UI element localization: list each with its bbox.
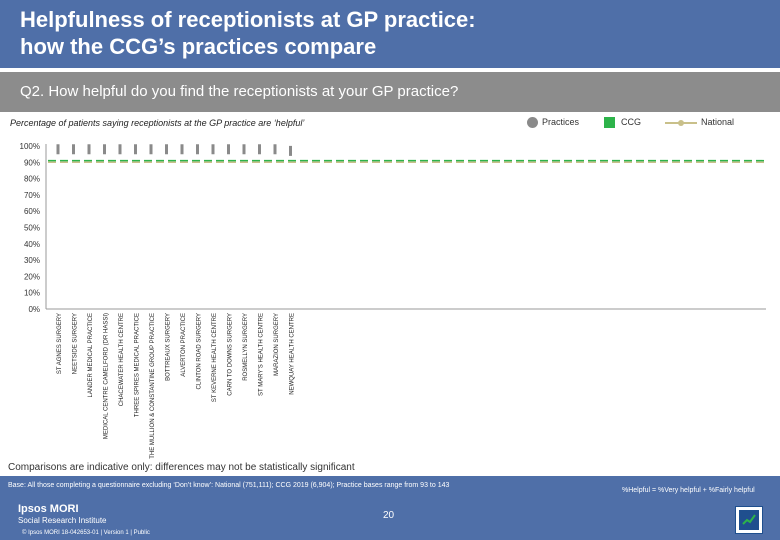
practice-point bbox=[56, 144, 60, 155]
logo-line-1: Ipsos MORI bbox=[18, 503, 79, 515]
practice-point bbox=[118, 144, 122, 155]
category-label: CLINTON ROAD SURGERY bbox=[197, 313, 203, 389]
practice-point bbox=[289, 145, 292, 156]
y-tick-label: 70% bbox=[24, 191, 40, 200]
practice-point bbox=[87, 144, 91, 155]
category-label: ALVERTON PRACTICE bbox=[181, 313, 187, 377]
chart: 0% 10% 20% 30% 40% 50% 60% 70% 80% 90% 100% ST AGNE… bbox=[20, 142, 766, 459]
comparison-note: Comparisons are indicative only: differe… bbox=[8, 462, 355, 473]
category-label: BOTTREAUX SURGERY bbox=[166, 313, 172, 381]
practice-point bbox=[103, 144, 106, 155]
category-label: NEETSIDE SURGERY bbox=[73, 313, 79, 374]
category-label: MEDICAL CENTRE CAMELFORD (DR HASSI) bbox=[104, 313, 110, 439]
legend-national: National bbox=[665, 117, 734, 127]
category-label: ROSMELLYN SURGERY bbox=[243, 313, 249, 381]
category-label: ST KEVERNE HEALTH CENTRE bbox=[212, 313, 218, 402]
legend-practices-label: Practices bbox=[542, 117, 580, 127]
title-line-1: Helpfulness of receptionists at GP pract… bbox=[20, 7, 476, 32]
y-tick-label: 60% bbox=[24, 207, 40, 216]
question-band bbox=[0, 72, 780, 112]
category-label: ST AGNES SURGERY bbox=[57, 313, 63, 374]
category-label: CHACEWATER HEALTH CENTRE bbox=[119, 313, 125, 406]
y-tick-label: 50% bbox=[24, 224, 40, 233]
category-label: NEWQUAY HEALTH CENTRE bbox=[290, 313, 296, 395]
y-tick-label: 80% bbox=[24, 175, 40, 184]
ccg-square-icon bbox=[604, 117, 615, 129]
practice-point bbox=[149, 144, 153, 155]
practice-point bbox=[227, 144, 230, 155]
practice-point bbox=[273, 144, 277, 155]
legend-ccg-label: CCG bbox=[621, 117, 641, 127]
category-label: LANDER MEDICAL PRACTICE bbox=[88, 313, 94, 397]
practice-point bbox=[242, 144, 246, 155]
practice-point bbox=[165, 144, 168, 155]
y-tick-label: 10% bbox=[24, 289, 40, 298]
ipsos-badge-icon bbox=[735, 506, 763, 534]
category-label: ST MARY’S HEALTH CENTRE bbox=[259, 313, 265, 396]
base-text: Base: All those completing a questionnai… bbox=[8, 482, 450, 489]
practice-point bbox=[196, 144, 199, 155]
y-tick-label: 100% bbox=[20, 142, 40, 151]
copyright: © Ipsos MORI 18-042653-01 | Version 1 | … bbox=[22, 530, 150, 536]
practice-point bbox=[72, 144, 75, 155]
page-title: Helpfulness of receptionists at GP pract… bbox=[20, 6, 760, 60]
y-tick-label: 90% bbox=[24, 158, 40, 167]
footer-band bbox=[0, 476, 780, 540]
chart-title: Percentage of patients saying receptioni… bbox=[10, 118, 305, 128]
category-label: MARAZION SURGERY bbox=[274, 313, 280, 376]
legend-ccg: CCG bbox=[604, 117, 641, 129]
national-line-icon bbox=[665, 119, 697, 126]
practice-point bbox=[134, 144, 137, 155]
category-label: THREE SPIRES MEDICAL PRACTICE bbox=[135, 313, 141, 417]
category-label: CARN TO DOWNS SURGERY bbox=[228, 313, 234, 396]
y-tick-label: 40% bbox=[24, 240, 40, 249]
practice-point bbox=[180, 144, 184, 155]
y-tick-label: 20% bbox=[24, 272, 40, 281]
question-text: Q2. How helpful do you find the receptio… bbox=[20, 83, 459, 100]
practice-point bbox=[258, 144, 261, 155]
page-number: 20 bbox=[383, 510, 395, 521]
definition-text: %Helpful = %Very helpful + %Fairly helpf… bbox=[622, 487, 755, 494]
category-label: THE MULLION & CONSTANTINE GROUP PRACTICE bbox=[150, 313, 156, 459]
logo-line-2: Social Research Institute bbox=[18, 516, 107, 525]
ipsos-logo: Ipsos MORI Social Research Institute bbox=[18, 503, 107, 527]
y-tick-label: 30% bbox=[24, 256, 40, 265]
practice-dot-icon bbox=[527, 117, 538, 129]
title-band bbox=[0, 0, 780, 68]
y-tick-label: 0% bbox=[28, 305, 40, 314]
legend-practices: Practices bbox=[527, 117, 580, 129]
practice-point bbox=[211, 144, 215, 155]
title-line-2: how the CCG’s practices compare bbox=[20, 34, 377, 59]
legend-national-label: National bbox=[701, 117, 735, 127]
